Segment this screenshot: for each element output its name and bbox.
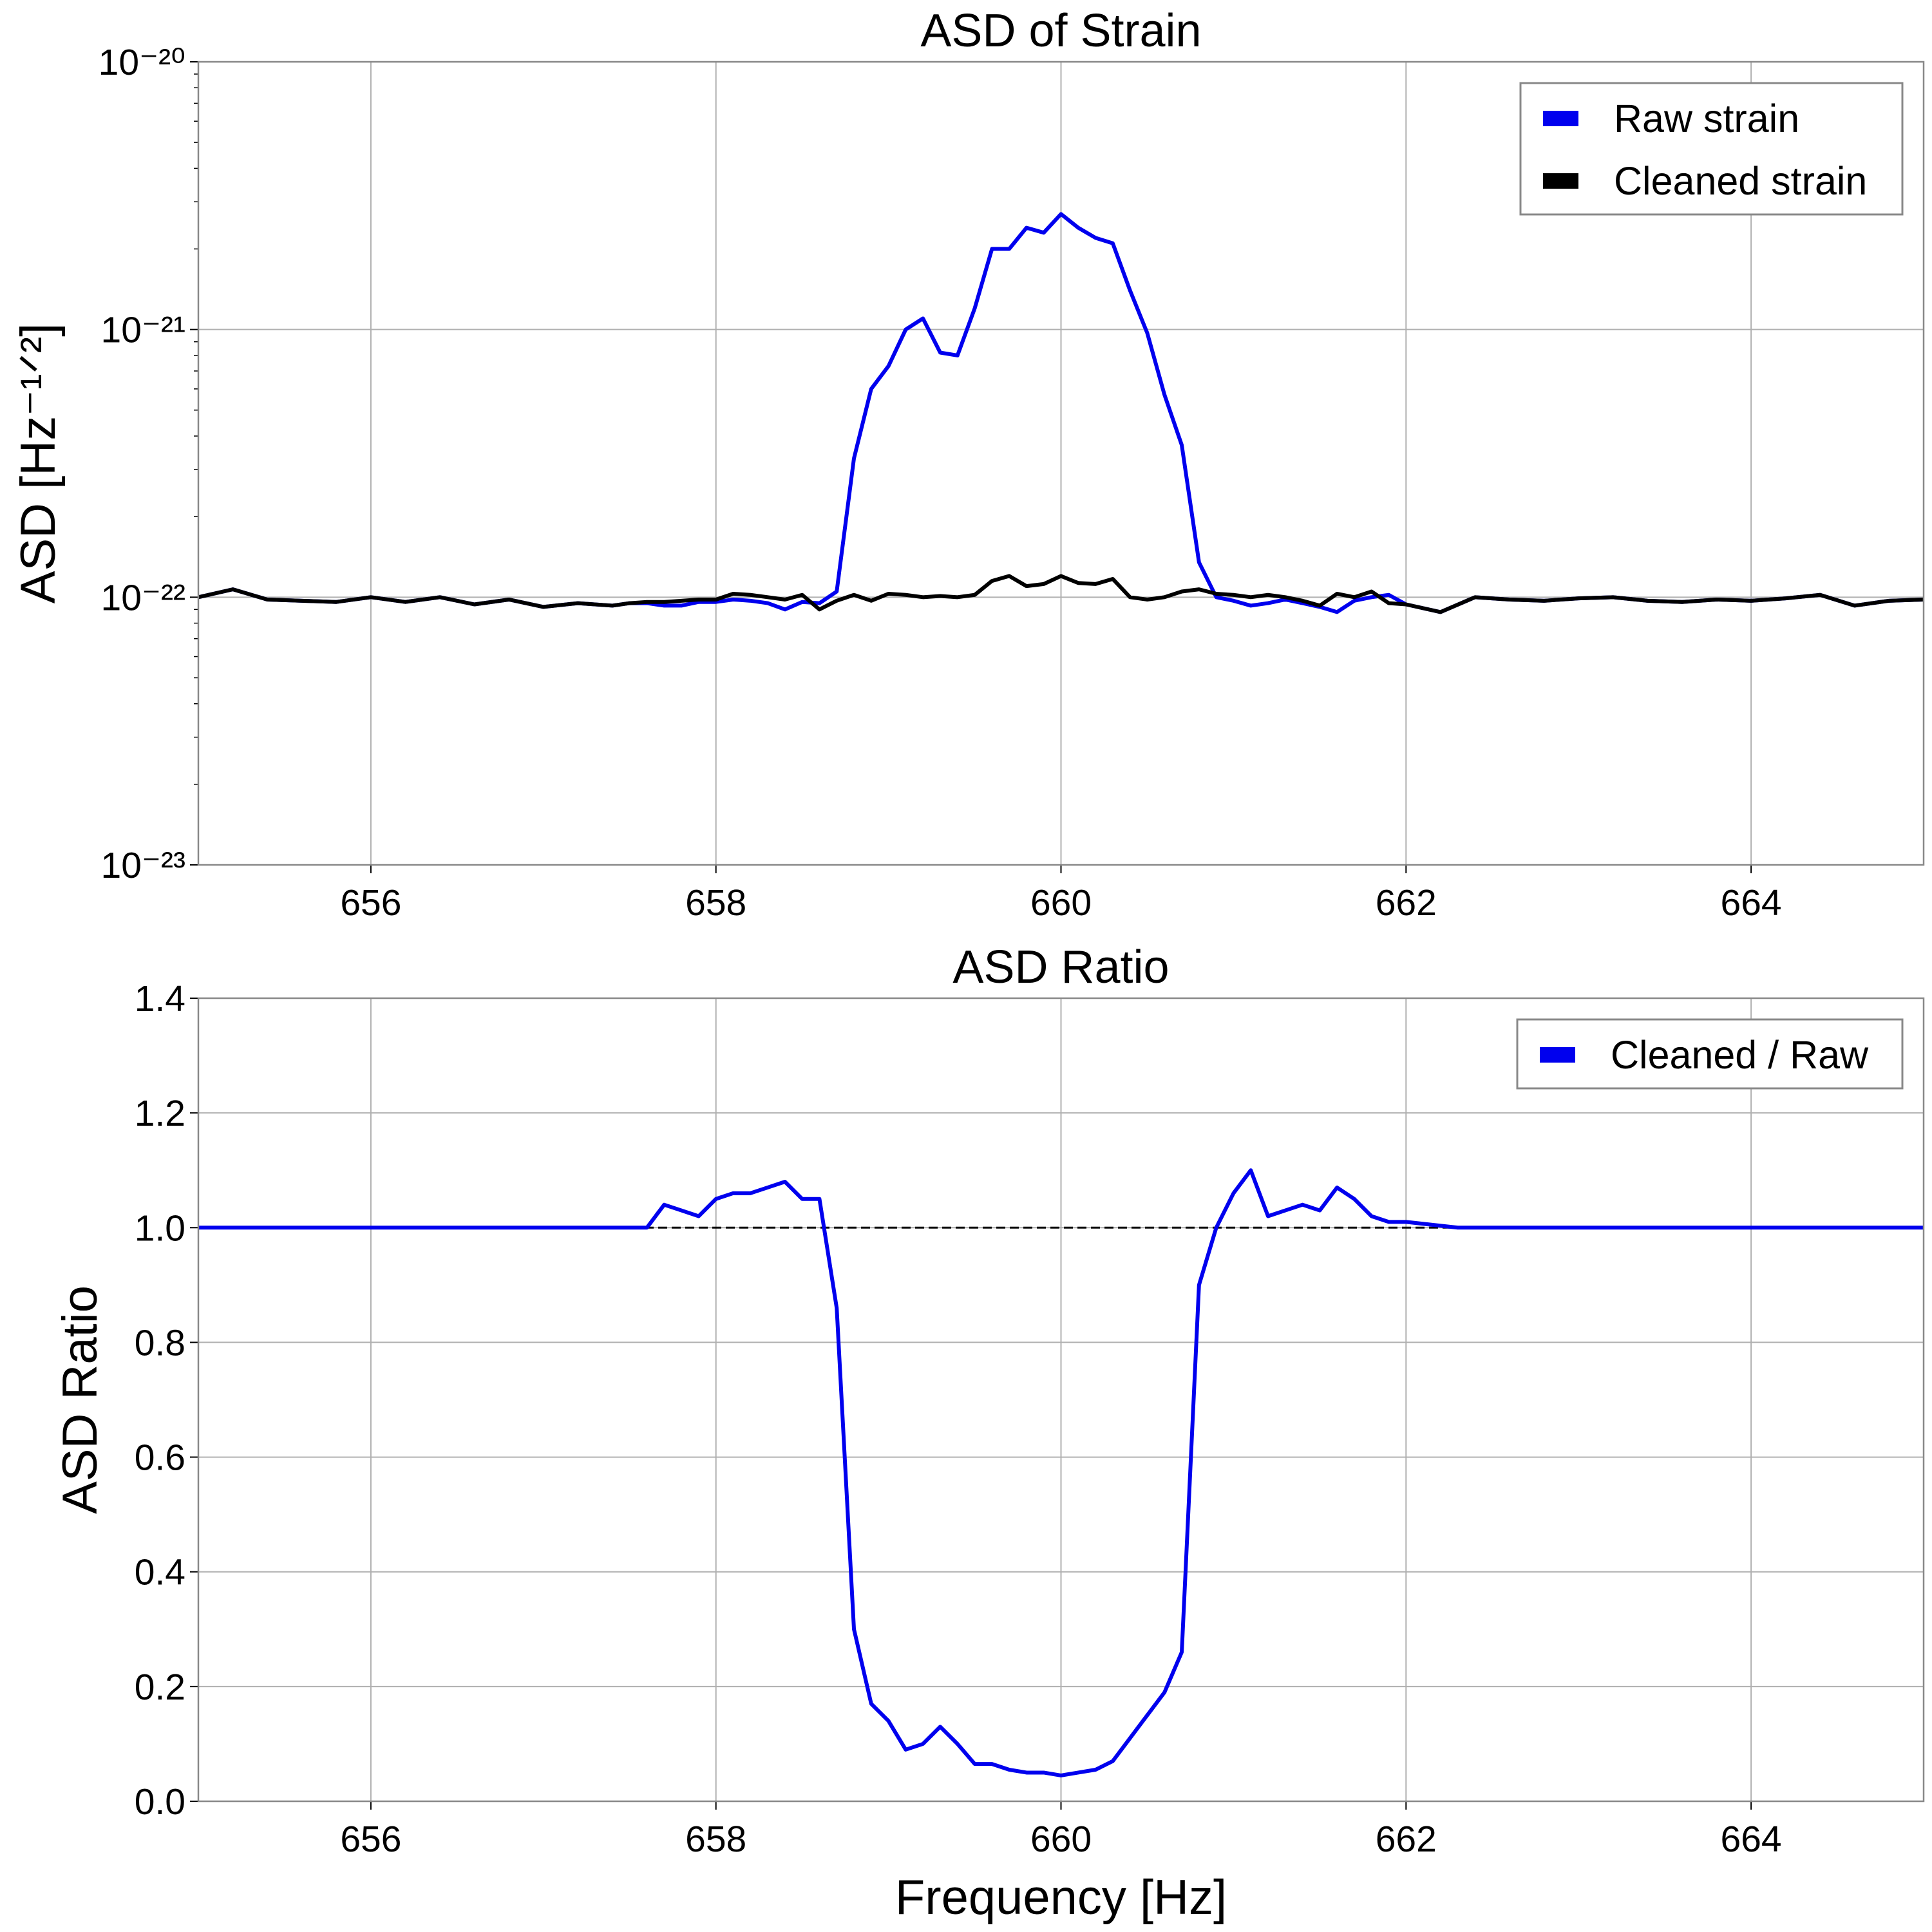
legend-label: Raw strain — [1614, 97, 1799, 140]
x-tick-label: 664 — [1721, 1819, 1782, 1860]
data-line — [198, 574, 1924, 614]
axes-frame — [197, 997, 1925, 1803]
chart-title: ASD of Strain — [920, 5, 1201, 57]
chart-title: ASD Ratio — [952, 942, 1169, 993]
axes-frame — [197, 61, 1925, 866]
x-tick-label: 656 — [340, 882, 401, 923]
y-tick-label: 0.2 — [135, 1667, 185, 1708]
y-axis-label: ASD [Hz⁻¹ᐟ²] — [11, 323, 66, 603]
y-axis-label: ASD Ratio — [53, 1285, 108, 1514]
legend-box — [1519, 82, 1904, 216]
y-tick-label: 1.4 — [135, 978, 185, 1019]
y-tick-label: 10⁻²³ — [101, 845, 185, 886]
x-tick-label: 660 — [1030, 1819, 1092, 1860]
legend-label: Cleaned strain — [1614, 159, 1867, 203]
x-axis-label: Frequency [Hz] — [895, 1870, 1227, 1925]
x-tick-label: 656 — [340, 1819, 401, 1860]
legend-swatch — [1543, 173, 1578, 189]
x-tick-label: 662 — [1376, 1819, 1437, 1860]
x-tick-label: 664 — [1721, 882, 1782, 923]
data-line — [198, 1168, 1924, 1777]
y-tick-label: 10⁻²⁰ — [99, 42, 185, 83]
x-tick-label: 660 — [1030, 882, 1092, 923]
y-tick-label: 1.0 — [135, 1208, 185, 1249]
legend-box — [1516, 1018, 1904, 1090]
x-tick-label: 658 — [685, 1819, 746, 1860]
y-tick-label: 0.0 — [135, 1781, 185, 1823]
y-tick-label: 10⁻²¹ — [101, 310, 185, 351]
y-tick-label: 0.8 — [135, 1322, 185, 1363]
x-tick-label: 658 — [685, 882, 746, 923]
legend-swatch — [1540, 1047, 1575, 1063]
y-tick-label: 1.2 — [135, 1093, 185, 1134]
legend-label: Cleaned / Raw — [1611, 1033, 1869, 1077]
y-tick-label: 10⁻²² — [101, 577, 185, 618]
x-tick-label: 662 — [1376, 882, 1437, 923]
y-tick-label: 0.4 — [135, 1552, 185, 1593]
y-tick-label: 0.6 — [135, 1437, 185, 1479]
legend-swatch — [1543, 111, 1578, 126]
